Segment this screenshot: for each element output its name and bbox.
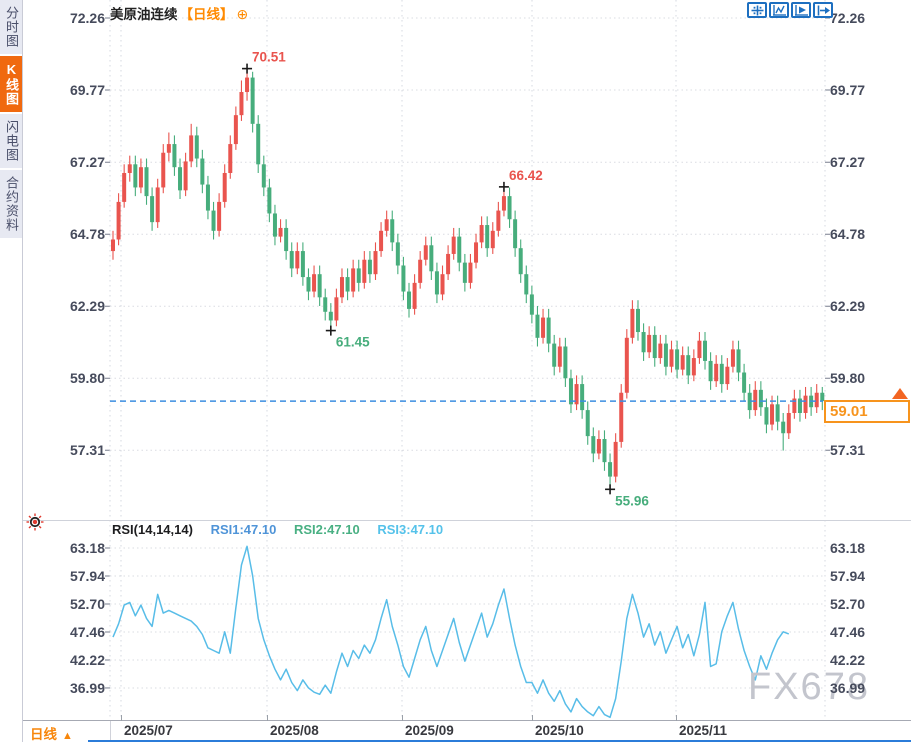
range-stats-icon[interactable] bbox=[769, 2, 789, 18]
rsi-axis-label-right: 42.22 bbox=[830, 651, 866, 668]
sidebar-item-label: K线图 bbox=[4, 62, 19, 106]
x-axis-tick bbox=[121, 715, 122, 721]
bottom-axis-bar bbox=[0, 720, 911, 742]
rsi-axis-label-right: 36.99 bbox=[830, 679, 866, 696]
sidebar-item-lightning-chart[interactable]: 闪电图 bbox=[0, 114, 22, 168]
x-axis-tick bbox=[267, 715, 268, 721]
timeframe-selector-button[interactable]: 日线 ▲ bbox=[30, 723, 73, 743]
x-axis-tick bbox=[532, 715, 533, 721]
bottom-bar-divider bbox=[110, 721, 111, 741]
sidebar-item-kline-chart[interactable]: K线图 bbox=[0, 56, 22, 112]
price-axis-label-right: 72.26 bbox=[830, 10, 866, 26]
x-axis-label: 2025/10 bbox=[535, 723, 584, 738]
rsi3-value: RSI3:47.10 bbox=[377, 522, 444, 537]
sidebar-item-time-chart[interactable]: 分时图 bbox=[0, 0, 22, 54]
price-axis-label-right: 57.31 bbox=[830, 442, 866, 459]
chart-toolbar bbox=[747, 2, 833, 18]
current-price-tag: 59.01 bbox=[824, 400, 910, 423]
x-axis-tick bbox=[676, 715, 677, 721]
timeframe-label: 日线 bbox=[30, 727, 57, 742]
timeframe-tag: 【日线】 bbox=[179, 7, 234, 22]
chart-title: 美原油连续 【日线】 ⊕ bbox=[110, 3, 248, 23]
rsi-indicator-chart[interactable] bbox=[0, 520, 911, 720]
sidebar-item-label: 分时图 bbox=[4, 6, 19, 48]
sidebar-item-contract-info[interactable]: 合约资料 bbox=[0, 170, 22, 238]
price-axis-label-right: 62.29 bbox=[830, 298, 866, 315]
symbol-name: 美原油连续 bbox=[110, 7, 178, 22]
rsi-legend: RSI(14,14,14) RSI1:47.10 RSI2:47.10 RSI3… bbox=[112, 522, 443, 537]
rsi-axis-label-left: 47.46 bbox=[69, 623, 105, 640]
crosshair-move-icon[interactable] bbox=[747, 2, 767, 18]
add-indicator-icon[interactable]: ⊕ bbox=[236, 6, 249, 22]
price-axis-label-right: 59.80 bbox=[830, 370, 866, 387]
main-candlestick-chart[interactable]: 70.51 61.45 66.42 55.96 bbox=[0, 0, 911, 520]
export-forward-icon[interactable] bbox=[813, 2, 833, 18]
rsi-axis-label-left: 63.18 bbox=[69, 540, 105, 556]
price-axis-label-left: 69.77 bbox=[69, 82, 105, 98]
rsi-axis-label-right: 52.70 bbox=[830, 595, 866, 612]
rsi-axis-label-left: 36.99 bbox=[69, 679, 105, 696]
price-axis-label-right: 69.77 bbox=[830, 82, 866, 98]
price-axis-label-left: 62.29 bbox=[69, 298, 105, 315]
rsi-axis-label-right: 47.46 bbox=[830, 623, 866, 640]
sidebar-item-label: 闪电图 bbox=[4, 120, 19, 162]
price-axis-label-left: 57.31 bbox=[69, 442, 105, 459]
price-extreme-annotation: 66.42 bbox=[509, 168, 543, 183]
sidebar-item-label: 合约资料 bbox=[4, 176, 19, 232]
price-extreme-annotation: 55.96 bbox=[615, 493, 649, 508]
x-axis-tick bbox=[402, 715, 403, 721]
rsi-axis-label-right: 57.94 bbox=[830, 567, 866, 584]
x-axis-label: 2025/08 bbox=[270, 723, 319, 738]
price-axis-label-left: 64.78 bbox=[69, 226, 105, 243]
price-axis-label-right: 64.78 bbox=[830, 226, 866, 243]
range-play-icon[interactable] bbox=[791, 2, 811, 18]
panel-divider bbox=[22, 520, 911, 521]
rsi1-value: RSI1:47.10 bbox=[210, 522, 277, 537]
price-axis-label-left: 59.80 bbox=[69, 370, 105, 387]
rsi2-value: RSI2:47.10 bbox=[293, 522, 360, 537]
price-up-arrow-icon bbox=[892, 388, 908, 399]
x-axis-label: 2025/07 bbox=[124, 723, 173, 738]
x-axis-label: 2025/11 bbox=[679, 723, 728, 738]
rsi-title: RSI(14,14,14) bbox=[112, 522, 193, 537]
bottom-accent-line bbox=[88, 740, 911, 742]
price-extreme-annotation: 61.45 bbox=[336, 335, 370, 350]
watermark: FX678 bbox=[748, 666, 870, 708]
price-axis-label-left: 72.26 bbox=[69, 10, 105, 26]
price-axis-label-left: 67.27 bbox=[69, 154, 105, 171]
timeframe-arrow-icon: ▲ bbox=[62, 730, 73, 742]
x-axis-label: 2025/09 bbox=[405, 723, 454, 738]
price-axis-label-right: 67.27 bbox=[830, 154, 866, 171]
rsi-axis-label-left: 57.94 bbox=[69, 567, 105, 584]
price-extreme-annotation: 70.51 bbox=[252, 50, 286, 65]
rsi-axis-label-left: 42.22 bbox=[69, 651, 105, 668]
indicator-settings-sun-icon[interactable] bbox=[26, 513, 44, 536]
rsi-axis-label-left: 52.70 bbox=[69, 595, 105, 612]
rsi-axis-label-right: 63.18 bbox=[830, 540, 866, 556]
left-chart-type-sidebar: 分时图 K线图 闪电图 合约资料 bbox=[0, 0, 23, 742]
